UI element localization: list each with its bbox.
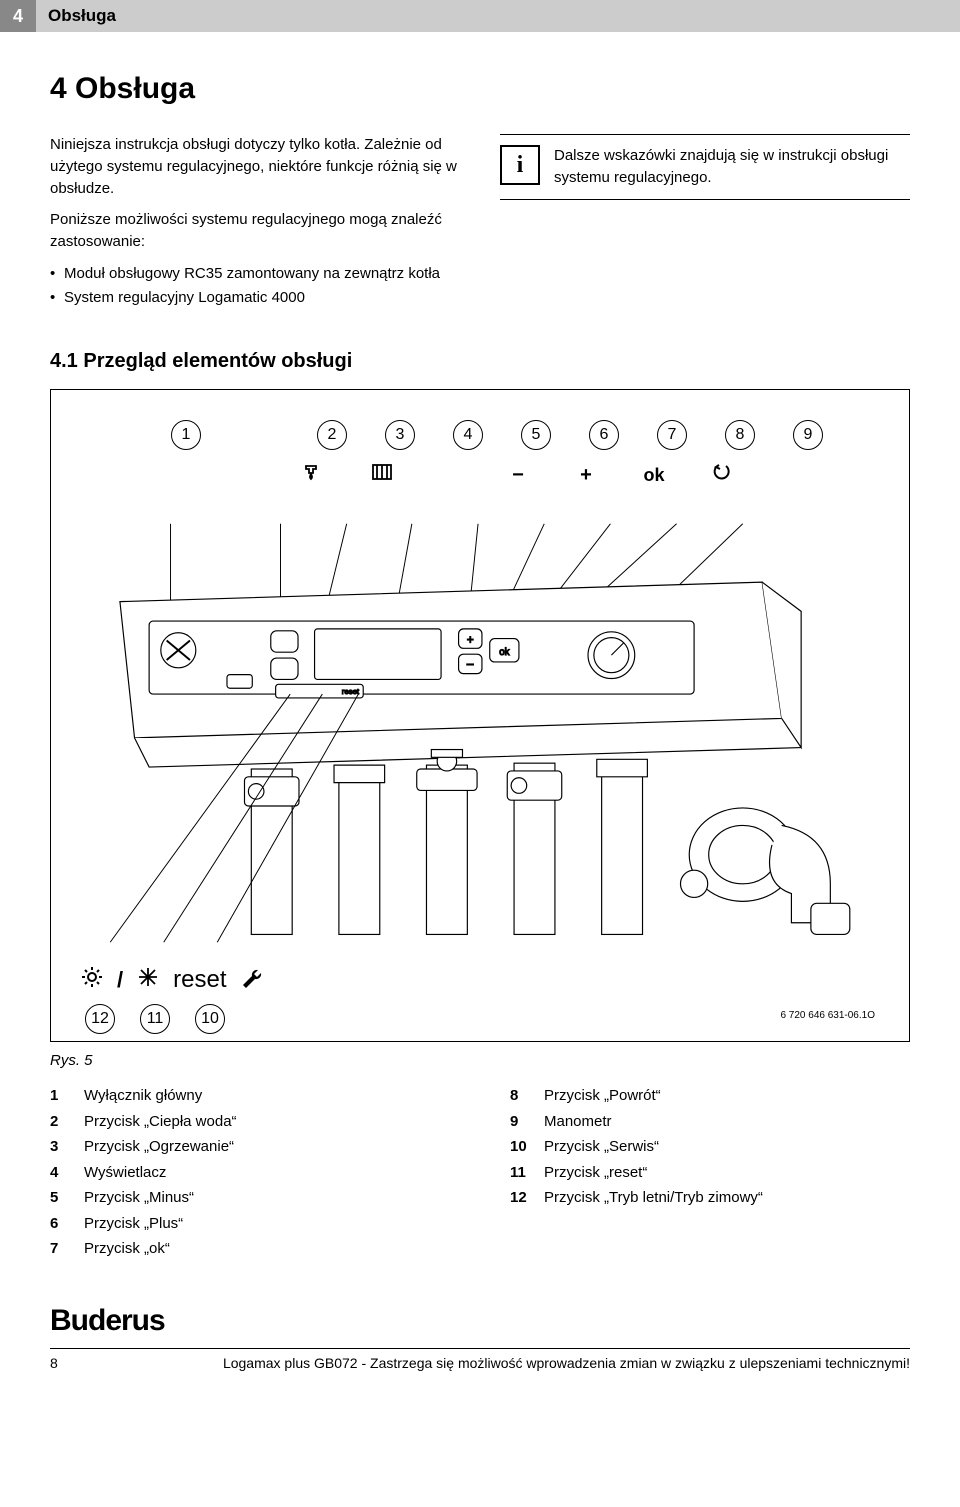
- callout-6: 6: [589, 420, 619, 450]
- legend-text: Przycisk „Serwis“: [544, 1136, 659, 1159]
- legend-num: 3: [50, 1136, 84, 1159]
- svg-text:ok: ok: [499, 647, 509, 658]
- slash-separator: /: [117, 967, 123, 993]
- legend-num: 10: [510, 1136, 544, 1159]
- intro-p1: Niniejsza instrukcja obsługi dotyczy tyl…: [50, 134, 460, 199]
- callout-11: 11: [140, 1004, 170, 1034]
- legend-text: Przycisk „Powrót“: [544, 1085, 661, 1108]
- section-4-1-title: 4.1 Przegląd elementów obsługi: [50, 350, 910, 373]
- snowflake-icon: [137, 966, 159, 994]
- legend-text: Przycisk „ok“: [84, 1238, 170, 1261]
- footer-disclaimer: Logamax plus GB072 - Zastrzega się możli…: [223, 1355, 910, 1371]
- return-icon: [707, 462, 737, 488]
- device-diagram: ok + − reset: [81, 518, 879, 948]
- svg-text:reset: reset: [342, 687, 360, 696]
- svg-text:−: −: [466, 657, 474, 672]
- intro-p2: Poniższe możliwości systemu regulacyjneg…: [50, 209, 460, 253]
- figure-caption: Rys. 5: [50, 1052, 960, 1069]
- reset-label: reset: [173, 966, 226, 994]
- legend-num: 5: [50, 1187, 84, 1210]
- legend-text: Wyświetlacz: [84, 1162, 166, 1185]
- callout-7: 7: [657, 420, 687, 450]
- info-text: Dalsze wskazówki znajdują się w instrukc…: [554, 145, 910, 189]
- legend-text: Przycisk „Plus“: [84, 1213, 183, 1236]
- legend-num: 6: [50, 1213, 84, 1236]
- page-title: 4 Obsługa: [50, 72, 910, 106]
- legend-num: 8: [510, 1085, 544, 1108]
- radiator-icon: [367, 462, 397, 488]
- callout-2: 2: [317, 420, 347, 450]
- legend-text: Manometr: [544, 1111, 612, 1134]
- wrench-icon: [240, 966, 264, 994]
- legend-col-left: 1Wyłącznik główny 2Przycisk „Ciepła woda…: [50, 1085, 450, 1264]
- callout-1: 1: [171, 420, 201, 450]
- icon-row-top: − + ok: [299, 462, 879, 488]
- legend-text: Przycisk „Tryb letni/Tryb zimowy“: [544, 1187, 763, 1210]
- callout-row-top: 1 2 3 4 5 6 7 8 9: [171, 420, 879, 450]
- tap-icon: [299, 462, 329, 488]
- legend-text: Wyłącznik główny: [84, 1085, 202, 1108]
- legend-num: 2: [50, 1111, 84, 1134]
- footer-page-number: 8: [50, 1355, 58, 1371]
- callout-4: 4: [453, 420, 483, 450]
- legend-col-right: 8Przycisk „Powrót“ 9Manometr 10Przycisk …: [510, 1085, 910, 1264]
- callout-10: 10: [195, 1004, 225, 1034]
- ok-label: ok: [639, 465, 669, 486]
- callout-12: 12: [85, 1004, 115, 1034]
- bottom-icons: / reset: [81, 966, 879, 994]
- header-bar: 4 Obsługa: [0, 0, 960, 32]
- sun-icon: [81, 966, 103, 994]
- callout-5: 5: [521, 420, 551, 450]
- footer-divider: [50, 1348, 910, 1349]
- callout-9: 9: [793, 420, 823, 450]
- callout-8: 8: [725, 420, 755, 450]
- legend-num: 7: [50, 1238, 84, 1261]
- figure-box: 1 2 3 4 5 6 7 8 9 − + ok: [50, 389, 910, 1042]
- callout-3: 3: [385, 420, 415, 450]
- info-box: i Dalsze wskazówki znajdują się w instru…: [500, 134, 910, 200]
- page-tab: 4: [0, 0, 36, 32]
- minus-icon: −: [503, 464, 533, 487]
- plus-icon: +: [571, 464, 601, 487]
- legend-text: Przycisk „Minus“: [84, 1187, 194, 1210]
- legend-num: 9: [510, 1111, 544, 1134]
- intro-text: Niniejsza instrukcja obsługi dotyczy tyl…: [50, 134, 460, 310]
- intro-bullet-2: System regulacyjny Logamatic 4000: [50, 287, 460, 309]
- legend-num: 4: [50, 1162, 84, 1185]
- legend-num: 12: [510, 1187, 544, 1210]
- legend-text: Przycisk „Ogrzewanie“: [84, 1136, 234, 1159]
- intro-bullet-1: Moduł obsługowy RC35 zamontowany na zewn…: [50, 263, 460, 285]
- info-icon: i: [500, 145, 540, 185]
- svg-text:+: +: [467, 634, 474, 647]
- legend-num: 1: [50, 1085, 84, 1108]
- brand-logo: Buderus: [50, 1304, 165, 1338]
- legend-text: Przycisk „reset“: [544, 1162, 647, 1185]
- legend: 1Wyłącznik główny 2Przycisk „Ciepła woda…: [0, 1085, 960, 1304]
- legend-text: Przycisk „Ciepła woda“: [84, 1111, 237, 1134]
- header-section-title: Obsługa: [48, 6, 116, 26]
- legend-num: 11: [510, 1162, 544, 1185]
